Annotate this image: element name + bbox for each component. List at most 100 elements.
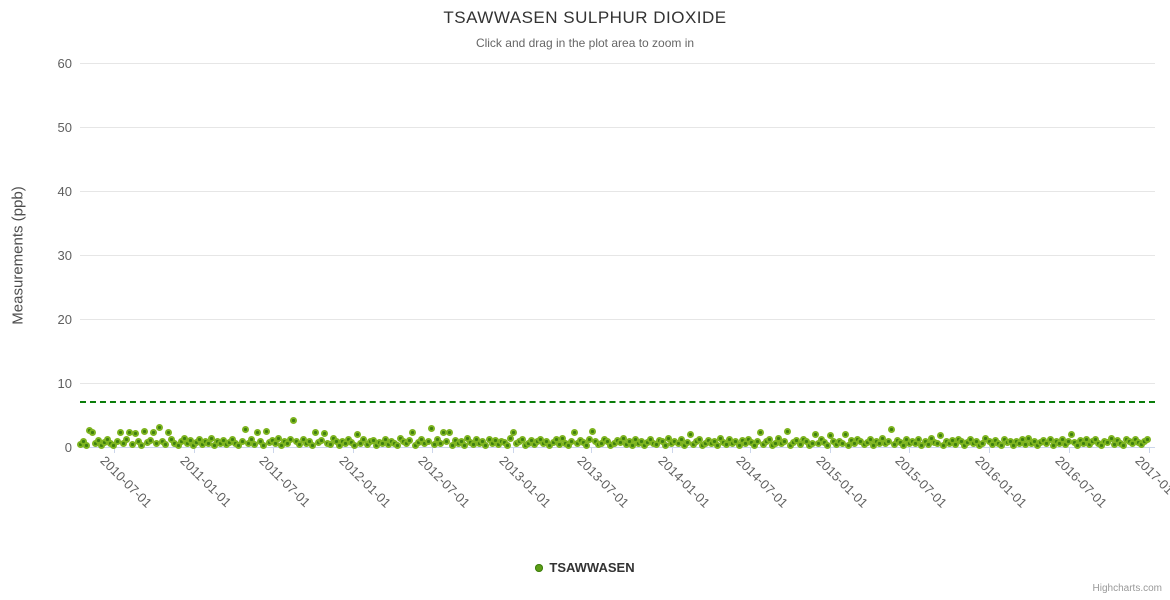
data-point[interactable] xyxy=(275,434,283,442)
data-point[interactable] xyxy=(662,441,670,449)
data-point[interactable] xyxy=(183,440,191,448)
data-point[interactable] xyxy=(290,417,298,425)
data-point[interactable] xyxy=(952,440,959,448)
data-point[interactable] xyxy=(958,438,966,446)
data-point[interactable] xyxy=(473,436,481,444)
data-point[interactable] xyxy=(1067,431,1075,439)
data-point[interactable] xyxy=(308,441,316,449)
data-point[interactable] xyxy=(964,439,972,447)
data-point[interactable] xyxy=(436,440,444,448)
data-point[interactable] xyxy=(333,438,341,446)
data-point[interactable] xyxy=(320,430,328,438)
data-point[interactable] xyxy=(628,441,636,449)
data-point[interactable] xyxy=(177,438,185,446)
data-point[interactable] xyxy=(406,437,414,445)
data-point[interactable] xyxy=(988,440,996,448)
data-point[interactable] xyxy=(491,437,499,445)
data-point[interactable] xyxy=(567,438,575,446)
data-point[interactable] xyxy=(122,436,130,444)
data-point[interactable] xyxy=(1107,435,1115,443)
data-point[interactable] xyxy=(217,440,225,448)
data-point[interactable] xyxy=(342,440,350,448)
data-point[interactable] xyxy=(519,436,527,444)
data-point[interactable] xyxy=(76,440,84,448)
data-point[interactable] xyxy=(753,437,761,445)
data-point[interactable] xyxy=(208,435,216,443)
data-point[interactable] xyxy=(784,428,792,436)
data-point[interactable] xyxy=(156,424,164,432)
data-point[interactable] xyxy=(903,435,911,443)
data-point[interactable] xyxy=(351,441,359,449)
data-point[interactable] xyxy=(711,437,719,445)
data-point[interactable] xyxy=(537,435,545,443)
data-point[interactable] xyxy=(1016,440,1024,448)
data-point[interactable] xyxy=(732,438,740,446)
data-point[interactable] xyxy=(641,442,648,450)
data-point[interactable] xyxy=(1080,439,1088,447)
data-point[interactable] xyxy=(735,441,743,449)
data-point[interactable] xyxy=(125,428,133,436)
data-point[interactable] xyxy=(110,442,118,450)
data-point[interactable] xyxy=(162,440,170,448)
data-point[interactable] xyxy=(195,436,203,444)
data-point[interactable] xyxy=(766,436,774,444)
data-point[interactable] xyxy=(674,440,682,448)
data-point[interactable] xyxy=(113,437,121,445)
data-point[interactable] xyxy=(1055,439,1063,447)
data-point[interactable] xyxy=(1073,441,1081,449)
data-point[interactable] xyxy=(750,442,758,450)
data-point[interactable] xyxy=(689,440,697,448)
data-point[interactable] xyxy=(1119,441,1127,449)
data-point[interactable] xyxy=(150,429,158,437)
data-point[interactable] xyxy=(354,430,362,438)
data-point[interactable] xyxy=(869,442,877,450)
data-point[interactable] xyxy=(823,442,831,450)
data-point[interactable] xyxy=(427,424,435,432)
data-point[interactable] xyxy=(948,437,956,445)
data-point[interactable] xyxy=(198,440,206,448)
data-point[interactable] xyxy=(220,437,228,445)
data-point[interactable] xyxy=(1019,436,1027,444)
data-point[interactable] xyxy=(1061,440,1069,448)
data-point[interactable] xyxy=(403,440,411,448)
data-point[interactable] xyxy=(259,442,267,450)
data-point[interactable] xyxy=(192,439,200,447)
data-point[interactable] xyxy=(677,436,685,444)
data-point[interactable] xyxy=(564,442,572,450)
data-point[interactable] xyxy=(296,440,304,448)
data-point[interactable] xyxy=(826,431,834,439)
data-point[interactable] xyxy=(918,442,926,450)
data-point[interactable] xyxy=(552,436,560,444)
data-point[interactable] xyxy=(717,435,725,443)
data-point[interactable] xyxy=(616,439,624,447)
data-point[interactable] xyxy=(637,437,645,445)
data-point[interactable] xyxy=(573,440,581,448)
data-point[interactable] xyxy=(558,434,566,442)
data-point[interactable] xyxy=(241,425,249,433)
data-point[interactable] xyxy=(1083,435,1091,443)
data-point[interactable] xyxy=(464,434,472,442)
data-point[interactable] xyxy=(979,439,987,447)
data-point[interactable] xyxy=(781,437,789,445)
data-point[interactable] xyxy=(549,439,557,447)
data-point[interactable] xyxy=(802,438,810,446)
data-point[interactable] xyxy=(445,429,453,437)
data-point[interactable] xyxy=(772,439,780,447)
data-point[interactable] xyxy=(458,437,466,445)
data-point[interactable] xyxy=(369,437,377,445)
data-point[interactable] xyxy=(186,437,194,445)
data-point[interactable] xyxy=(967,436,975,444)
data-point[interactable] xyxy=(833,440,841,448)
data-point[interactable] xyxy=(168,435,176,443)
data-point[interactable] xyxy=(887,425,895,433)
data-point[interactable] xyxy=(1064,437,1072,445)
data-point[interactable] xyxy=(756,428,764,436)
data-point[interactable] xyxy=(1104,439,1112,447)
data-point[interactable] xyxy=(842,431,850,439)
data-point[interactable] xyxy=(973,437,981,445)
data-point[interactable] xyxy=(787,442,795,450)
data-point[interactable] xyxy=(924,440,932,448)
data-point[interactable] xyxy=(119,439,127,447)
data-point[interactable] xyxy=(104,435,112,443)
data-point[interactable] xyxy=(845,441,853,449)
